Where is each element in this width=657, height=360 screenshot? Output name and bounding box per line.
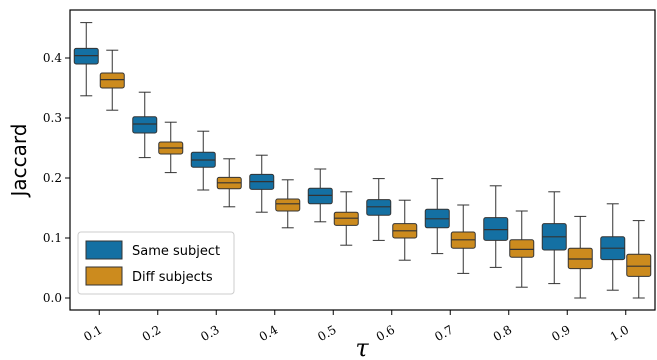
box-diff-subjects [99, 49, 125, 111]
box-body [307, 187, 333, 205]
box-same-subject [483, 185, 509, 268]
box-same-subject [132, 91, 158, 159]
x-tick-label: 0.2 [140, 322, 164, 344]
box-diff-subjects [333, 191, 359, 246]
y-tick-label: 0.2 [43, 171, 62, 185]
x-tick-label: 0.3 [198, 322, 222, 344]
plot-area [69, 9, 656, 311]
box-groups [73, 22, 652, 299]
x-tick-label: 0.9 [549, 322, 573, 344]
legend-swatch-same-subject [85, 240, 123, 260]
box-diff-subjects [450, 204, 476, 274]
x-tick-label: 0.4 [257, 322, 281, 344]
box-diff-subjects [275, 179, 301, 229]
box-body [73, 47, 99, 65]
box-diff-subjects [509, 210, 535, 288]
box-body [132, 116, 158, 134]
box-body [275, 198, 301, 212]
box-diff-subjects [626, 220, 652, 299]
x-tick-label: 0.5 [315, 322, 339, 344]
box-same-subject [190, 130, 216, 191]
x-tick-label: 0.7 [432, 322, 456, 344]
box-body [333, 211, 359, 226]
legend-label-diff-subjects: Diff subjects [132, 270, 213, 285]
box-same-subject [366, 178, 392, 241]
x-tick-label: 0.8 [491, 322, 515, 344]
box-diff-subjects [158, 121, 184, 174]
box-diff-subjects [567, 215, 593, 299]
box-body [99, 72, 125, 89]
box-same-subject [600, 203, 626, 291]
box-same-subject [73, 22, 99, 97]
box-same-subject [307, 168, 333, 223]
legend-swatch-diff-subjects [85, 266, 123, 286]
box-diff-subjects [392, 199, 418, 261]
x-tick-label: 0.6 [374, 322, 398, 344]
legend: Same subject Diff subjects [77, 231, 235, 295]
y-axis-ticks: 0.0 0.1 0.2 0.3 0.4 [43, 51, 70, 305]
x-tick-label: 1.0 [608, 322, 632, 344]
box-same-subject [541, 191, 567, 285]
box-body [626, 253, 652, 277]
x-tick-label: 0.1 [81, 322, 105, 344]
box-same-subject [424, 178, 450, 255]
box-body [366, 199, 392, 216]
y-tick-label: 0.0 [43, 291, 62, 305]
y-tick-label: 0.1 [43, 231, 62, 245]
plot-frame [69, 9, 656, 311]
x-axis-title: τ [355, 334, 369, 360]
legend-label-same-subject: Same subject [132, 244, 220, 259]
y-tick-label: 0.3 [43, 111, 62, 125]
box-diff-subjects [216, 158, 242, 208]
y-axis-title: Jaccard [7, 124, 31, 199]
box-same-subject [249, 154, 275, 213]
box-body [509, 239, 535, 258]
y-tick-label: 0.4 [43, 51, 62, 65]
